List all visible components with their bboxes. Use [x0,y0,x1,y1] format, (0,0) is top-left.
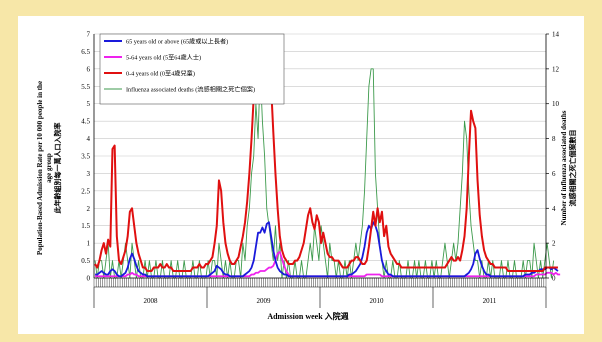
series-line-4 [94,68,555,279]
y-right-label-line-2: 流感相關之死亡個案數目 [568,130,577,207]
series-line-1 [95,221,559,278]
y-left-tick-label: 3 [87,170,91,178]
y-right-tick-label: 0 [552,275,556,283]
y-right-tick-label: 4 [552,205,556,213]
chart: 0 0.5 1 1.5 2 2.5 3 3.5 4 4.5 5 5.5 6 6.5 7 0 2 4 6 8 10 12 14… [36,31,577,322]
y-left-label-line-1: Population-Based Admission Rate per 10 0… [36,81,44,255]
y-axis-label-left: Population-Based Admission Rate per 10 0… [36,81,62,255]
legend-label-2: 5-64 years old (5至64歲人士) [126,54,201,62]
legend-label-1: 65 years old or above (65歲或以上長者) [126,38,228,46]
y-left-tick-label: 2 [87,205,91,213]
y-left-tick-label: 5.5 [81,83,90,91]
y-right-tick-label: 14 [552,31,560,39]
legend: 65 years old or above (65歲或以上長者) 5-64 yea… [99,33,285,105]
y-left-tick-label: 0.5 [81,257,90,265]
y-right-tick-label: 6 [552,170,556,178]
series-lines [94,50,561,279]
y-right-tick-label: 10 [552,100,560,108]
y-left-tick-label: 6.5 [81,48,90,56]
y-left-label-line-3: 此年齡組別每一萬人口入院率 [53,123,62,214]
y-left-tick-label: 4.5 [81,118,90,126]
y-left-label-line-2: age group [45,153,53,183]
y-left-tick-label: 3.5 [81,153,90,161]
legend-label-3: 0-4 years old (0至4歲兒童) [126,70,195,78]
y-left-tick-label: 6 [87,65,91,73]
axes [93,33,549,308]
legend-box [99,33,285,105]
tick-labels: 0 0.5 1 1.5 2 2.5 3 3.5 4 4.5 5 5.5 6 6.5 7 0 2 4 6 8 10 12 14… [81,31,559,306]
y-left-tick-label: 0 [87,275,91,283]
y-right-tick-label: 12 [552,65,560,73]
y-left-tick-label: 4 [87,135,91,143]
y-right-tick-label: 8 [552,135,556,143]
year-label: 2011 [483,297,497,305]
year-label: 2009 [257,297,272,305]
y-left-tick-label: 1 [87,240,91,248]
legend-label-4: Influenza associated deaths (流感相關之死亡個案) [126,86,255,94]
y-right-label-line-1: Number of influenza associated deaths [560,110,568,225]
y-left-tick-label: 1.5 [81,222,90,230]
y-right-tick-label: 2 [552,240,556,248]
y-left-tick-label: 7 [87,31,91,39]
series-line-3 [94,50,558,273]
y-left-tick-label: 2.5 [81,187,90,195]
x-axis-label: Admission week 入院週 [267,311,348,321]
y-left-tick-label: 5 [87,100,91,108]
year-label: 2010 [370,297,385,305]
chart-frame: 0 0.5 1 1.5 2 2.5 3 3.5 4 4.5 5 5.5 6 6.5 7 0 2 4 6 8 10 12 14… [18,16,584,334]
y-axis-label-right: Number of influenza associated deaths 流感… [560,110,577,225]
year-label: 2008 [144,297,159,305]
